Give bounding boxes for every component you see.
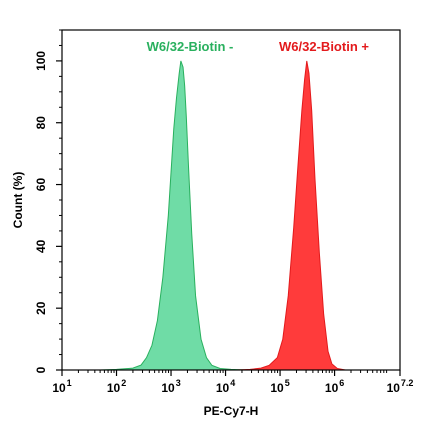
x-axis: 101 102 103 104 105 106 107.2 <box>52 370 413 395</box>
legend: W6/32-Biotin - W6/32-Biotin + <box>147 39 370 54</box>
y-tick-label: 80 <box>34 116 48 130</box>
series-layer <box>100 60 346 371</box>
x-tick-label: 107.2 <box>387 378 414 395</box>
x-tick-label: 102 <box>107 378 126 395</box>
x-tick-label: 101 <box>52 378 71 395</box>
y-axis: 0 20 40 60 80 100 <box>34 29 62 373</box>
series-2-area <box>236 60 346 371</box>
y-tick-label: 0 <box>34 366 48 373</box>
y-tick-label: 40 <box>34 239 48 253</box>
x-tick-label: 105 <box>270 378 289 395</box>
x-tick-label: 103 <box>161 378 180 395</box>
x-tick-label: 104 <box>216 378 235 395</box>
y-axis-label: Count (%) <box>11 172 25 229</box>
plot-frame <box>61 29 401 371</box>
legend-entry-2: W6/32-Biotin + <box>279 39 369 54</box>
y-tick-label: 20 <box>34 301 48 315</box>
series-1-area <box>100 60 248 371</box>
x-axis-label: PE-Cy7-H <box>204 404 259 418</box>
y-tick-label: 60 <box>34 178 48 192</box>
y-tick-label: 100 <box>34 51 48 71</box>
legend-entry-1: W6/32-Biotin - <box>147 39 234 54</box>
x-tick-label: 106 <box>325 378 344 395</box>
